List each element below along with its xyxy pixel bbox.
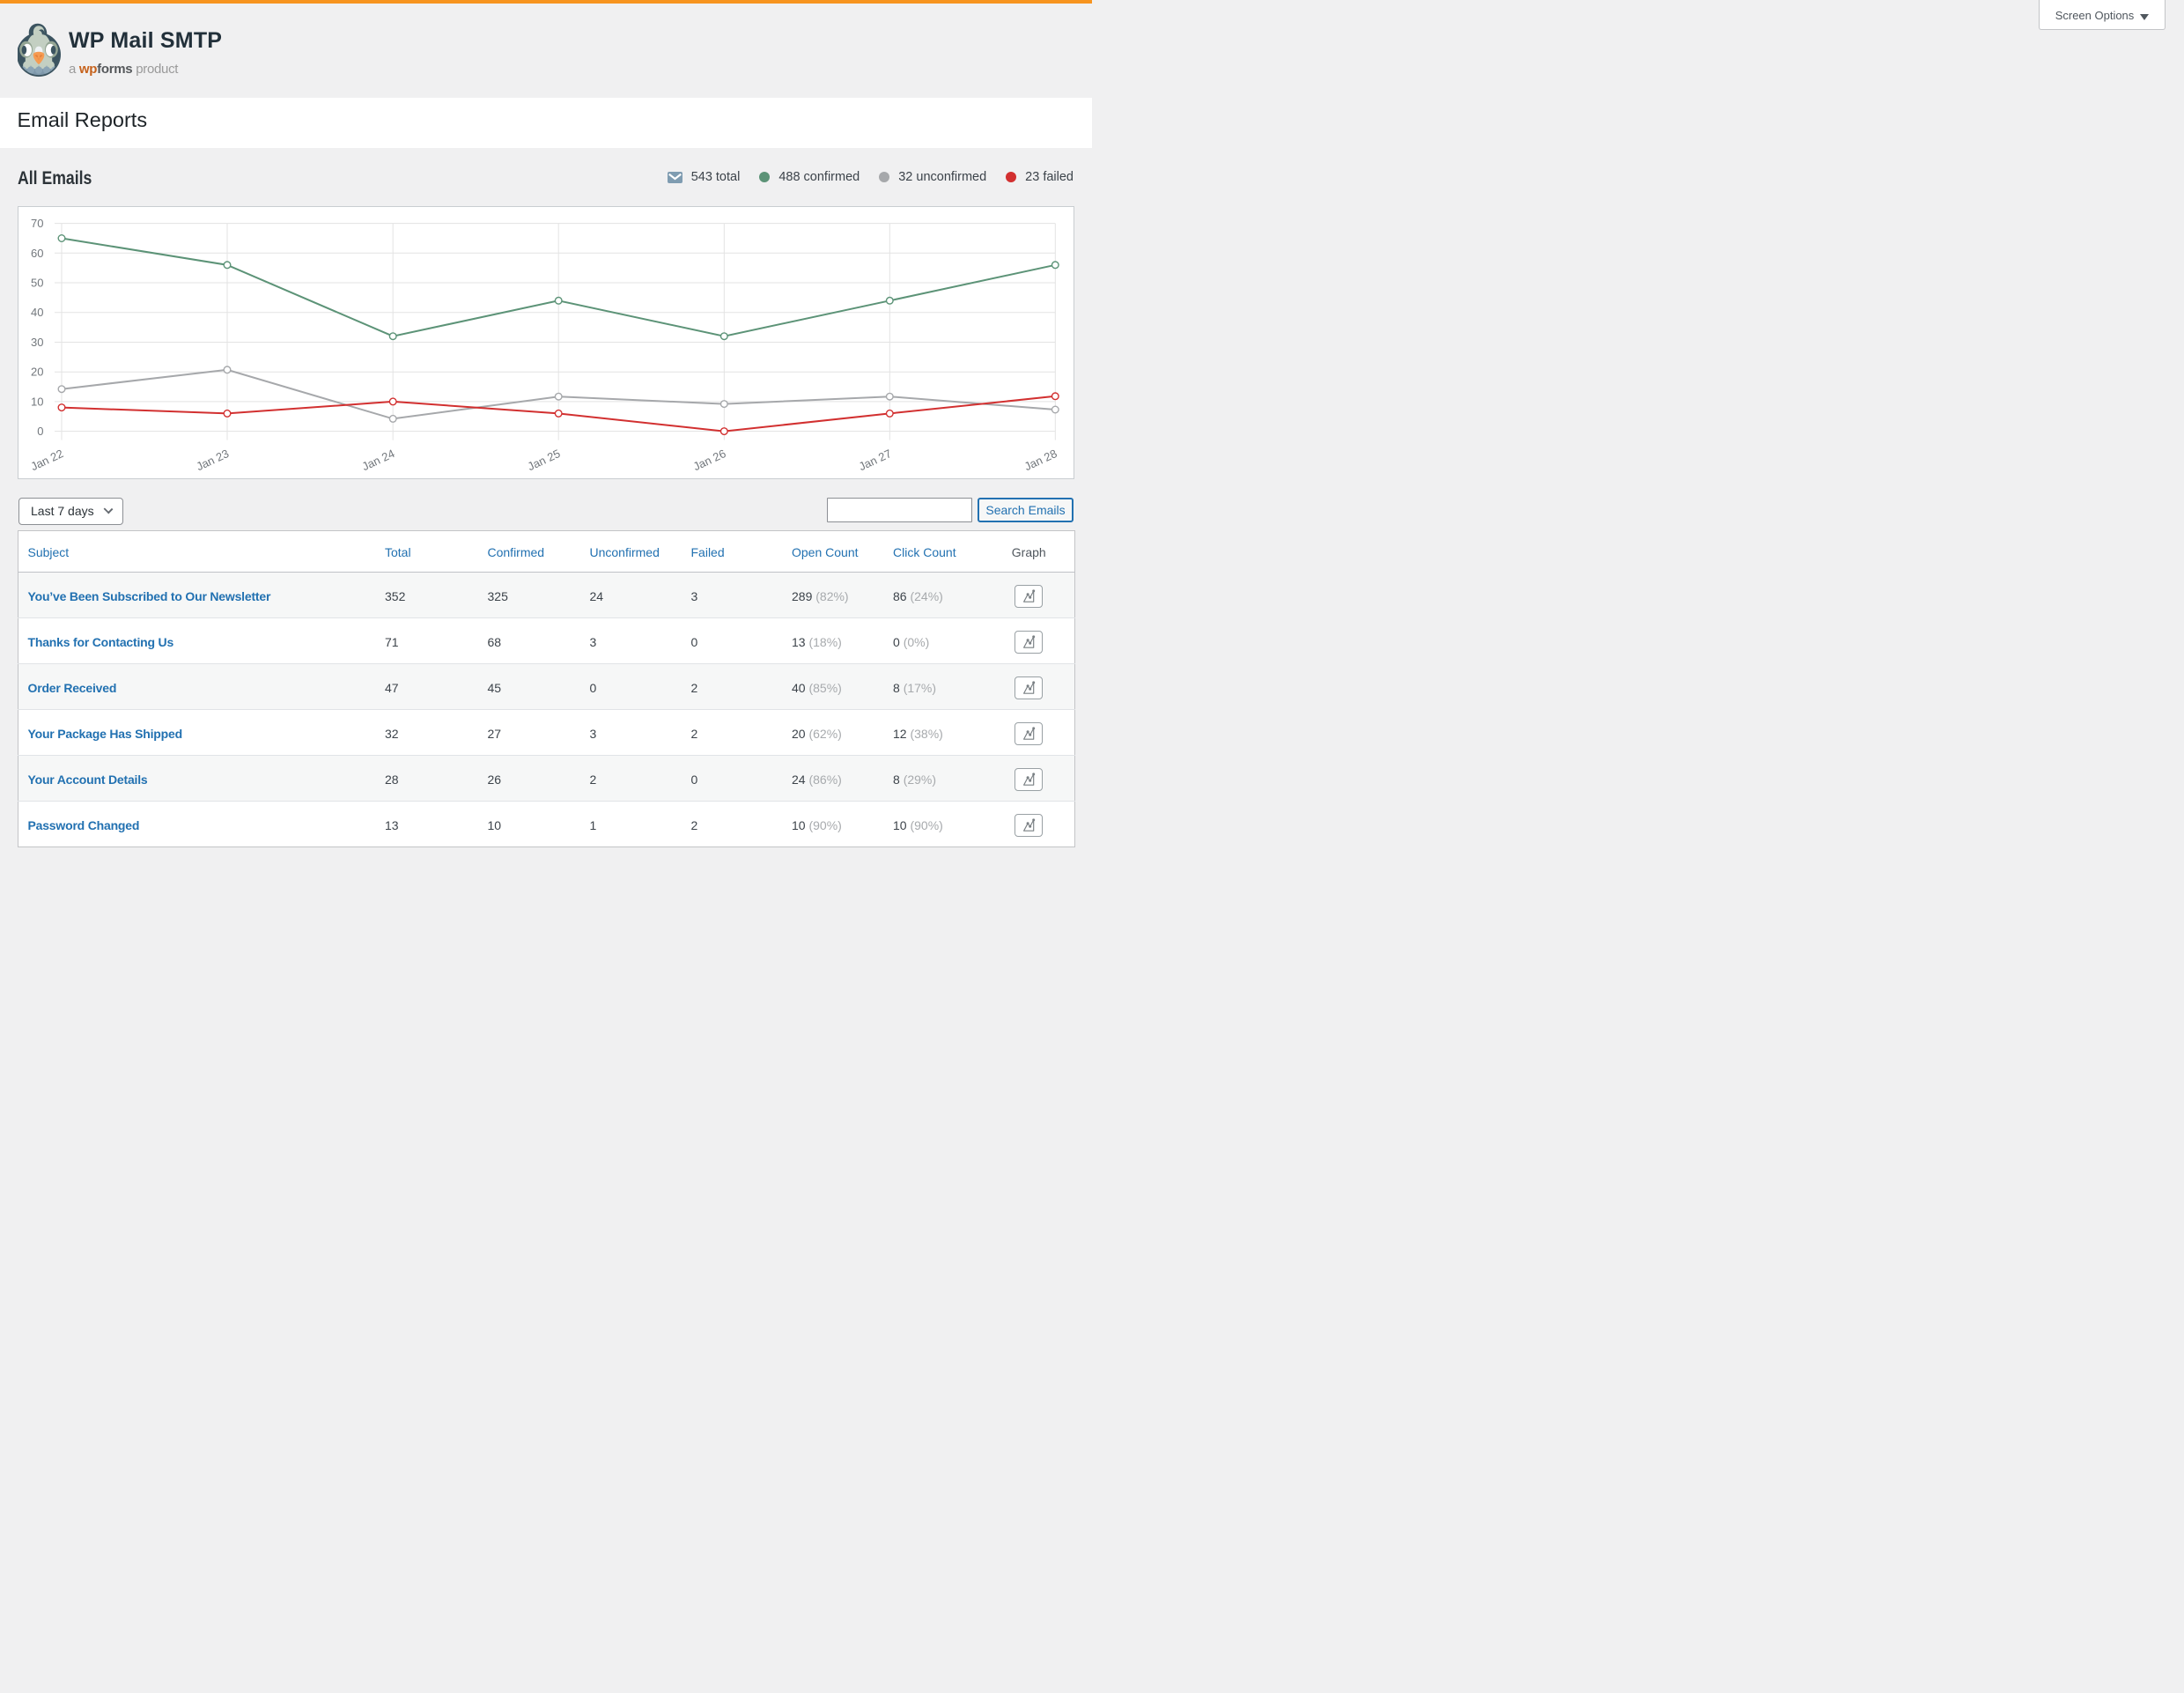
svg-text:70: 70 — [31, 217, 43, 230]
svg-text:Jan 28: Jan 28 — [1022, 447, 1059, 473]
svg-text:Jan 27: Jan 27 — [857, 447, 894, 473]
svg-text:Jan 23: Jan 23 — [195, 447, 232, 473]
svg-text:30: 30 — [31, 336, 43, 349]
svg-text:Jan 25: Jan 25 — [526, 447, 563, 473]
svg-text:0: 0 — [37, 425, 43, 438]
svg-text:Jan 24: Jan 24 — [360, 447, 397, 473]
svg-text:Jan 26: Jan 26 — [691, 447, 728, 473]
svg-text:20: 20 — [31, 366, 43, 379]
svg-text:60: 60 — [31, 247, 43, 260]
svg-text:10: 10 — [31, 395, 43, 408]
svg-text:40: 40 — [31, 306, 43, 319]
svg-text:Jan 22: Jan 22 — [29, 447, 66, 473]
svg-text:50: 50 — [31, 277, 43, 290]
